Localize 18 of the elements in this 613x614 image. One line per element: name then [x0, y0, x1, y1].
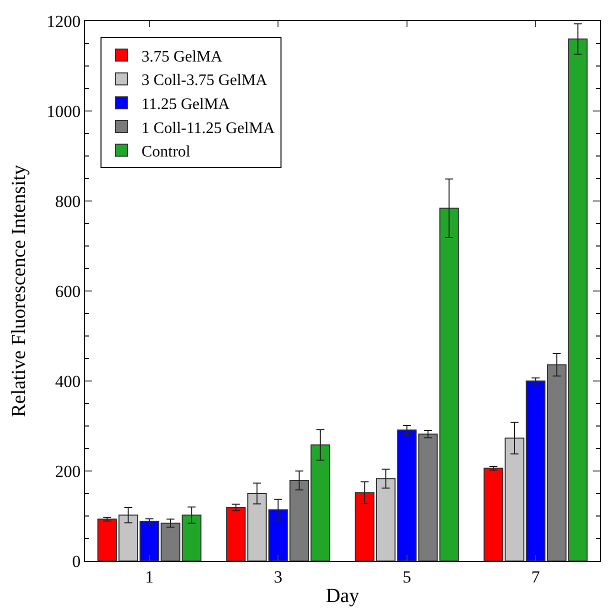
y-tick-label: 200	[55, 462, 81, 481]
legend-label: 3.75 GelMA	[141, 48, 223, 66]
y-axis-title: Relative Fluorescence Intensity	[8, 164, 30, 418]
y-tick-label: 400	[55, 372, 81, 391]
y-tick-label: 0	[72, 552, 81, 571]
y-tick-label: 1200	[46, 12, 81, 31]
legend-label: 1 Coll-11.25 GelMA	[141, 120, 276, 137]
y-tick-label: 1000	[46, 102, 81, 121]
y-tick-label: 800	[55, 192, 81, 211]
x-tick-label: 5	[402, 567, 412, 586]
x-tick-label: 3	[274, 567, 282, 586]
y-tick-label: 600	[55, 282, 81, 301]
legend-label: Control	[141, 144, 191, 161]
x-tick-label: 7	[531, 567, 540, 586]
legend-label: 3 Coll-3.75 GelMA	[141, 72, 268, 90]
x-axis-title: Day	[326, 584, 360, 607]
legend-label: 11.25 GelMA	[141, 96, 230, 113]
x-tick-label: 1	[145, 567, 154, 586]
